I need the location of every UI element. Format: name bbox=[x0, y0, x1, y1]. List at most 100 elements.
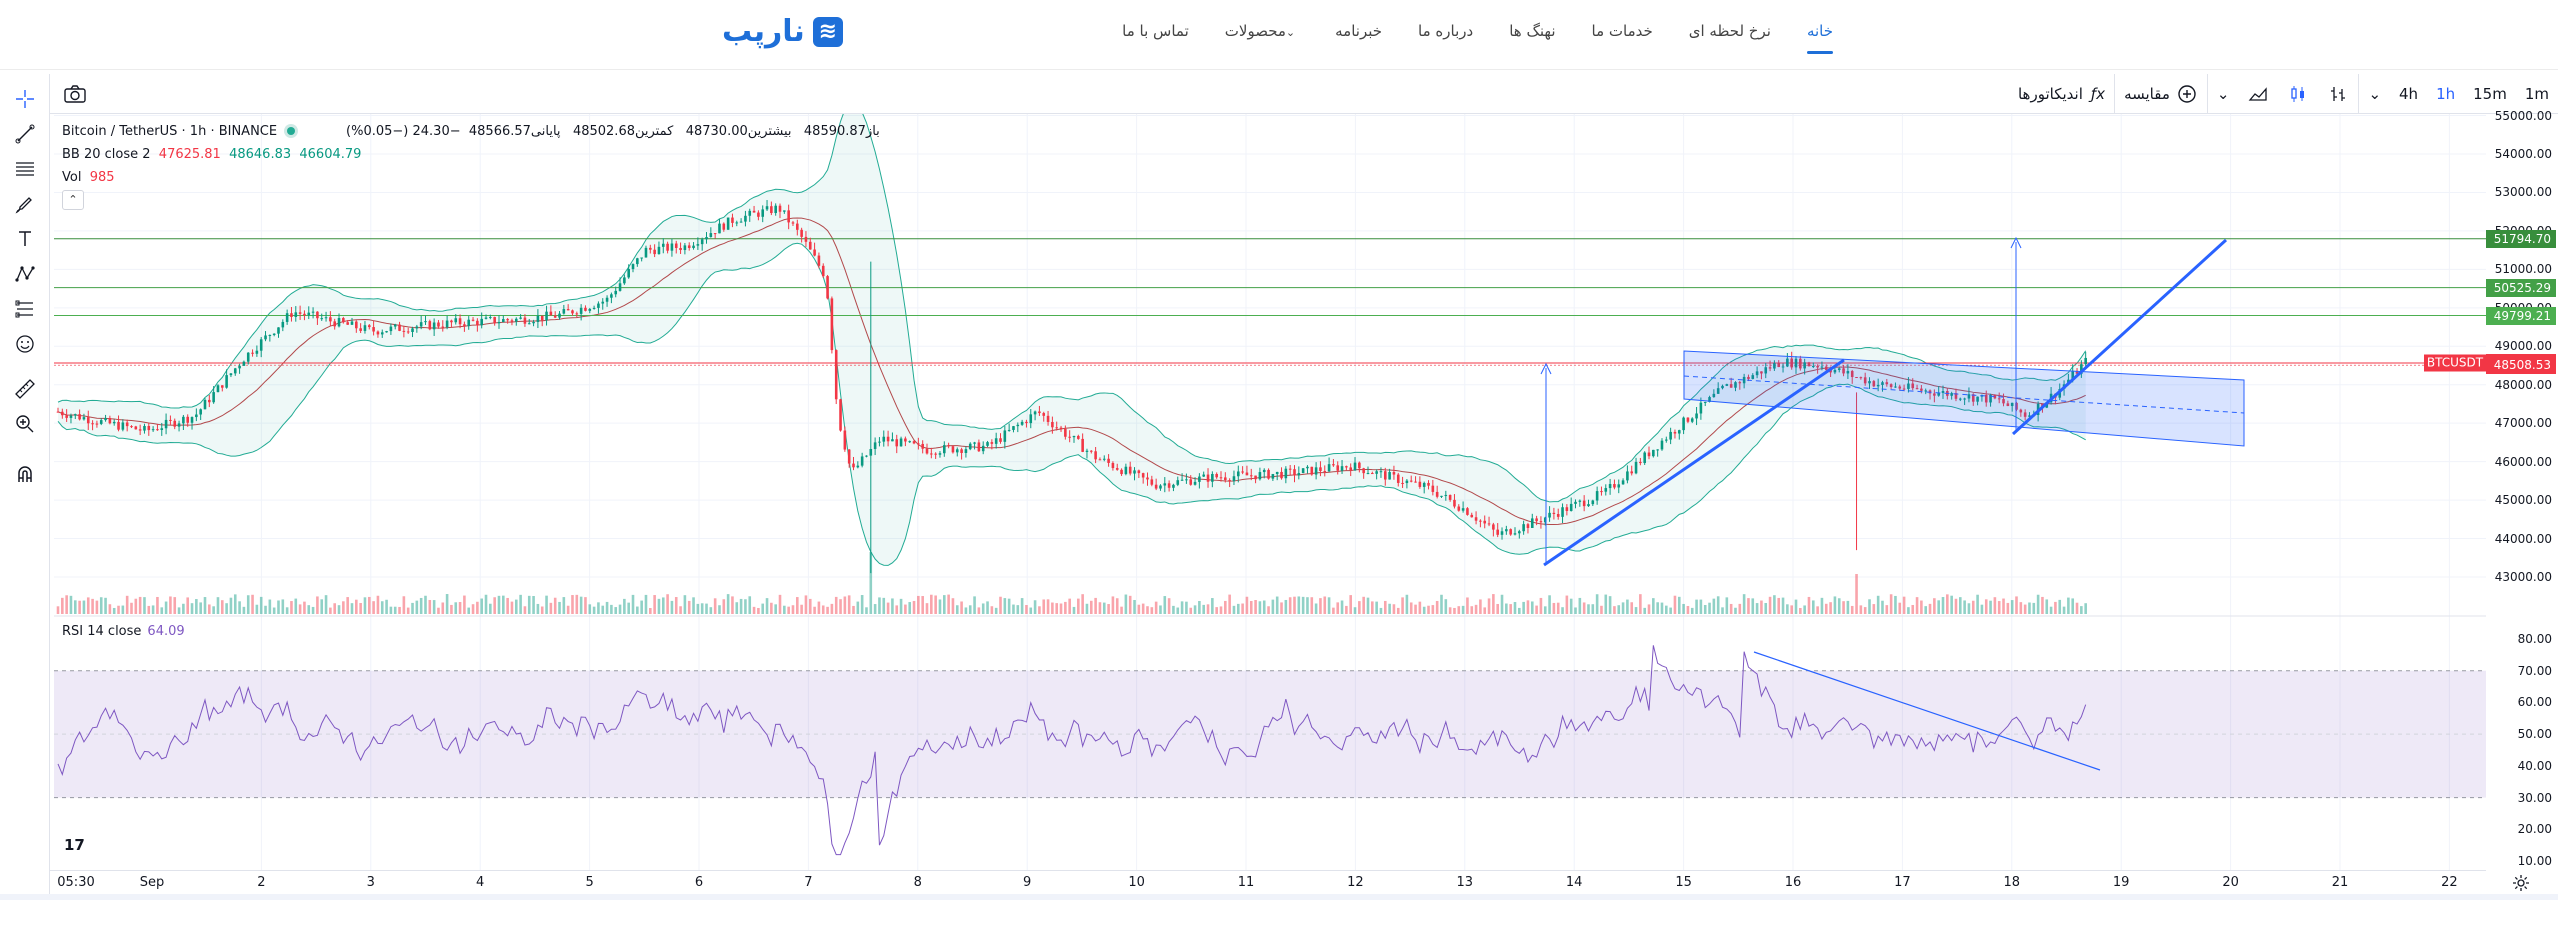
candle-body bbox=[2028, 415, 2031, 417]
candle-body bbox=[1816, 365, 1819, 368]
volume-bar bbox=[1470, 606, 1474, 614]
candle-body bbox=[990, 442, 994, 444]
indicators-button[interactable]: اندیکاتورها ƒx bbox=[2009, 74, 2114, 114]
text-icon[interactable] bbox=[10, 224, 40, 254]
timeframe-dropdown[interactable]: ⌄ bbox=[2368, 85, 2382, 103]
settings-icon[interactable] bbox=[2512, 874, 2530, 892]
volume-bar bbox=[757, 607, 760, 614]
candle-body bbox=[385, 331, 388, 333]
timeframe-1h[interactable]: 1h bbox=[2436, 85, 2456, 103]
candle-body bbox=[1470, 514, 1474, 518]
volume-bar bbox=[1742, 594, 1746, 614]
timeframe-1m[interactable]: 1m bbox=[2524, 85, 2549, 103]
area-chart-icon[interactable] bbox=[2238, 74, 2278, 114]
candle-body bbox=[303, 313, 306, 316]
rsi-axis[interactable]: 80.00 70.00 60.00 50.00 40.00 30.00 20.00 10.00 bbox=[2486, 618, 2558, 868]
rsi-tick-label: 60.00 bbox=[2517, 695, 2552, 710]
nav-item-services[interactable]: خدمات ما bbox=[1591, 22, 1653, 40]
volume-bar bbox=[1323, 596, 1327, 614]
volume-bar bbox=[1422, 606, 1426, 614]
candle-body bbox=[791, 222, 795, 224]
volume-bar bbox=[1898, 602, 1902, 614]
nav-item-about[interactable]: درباره ما bbox=[1418, 22, 1474, 40]
candle-body bbox=[316, 311, 319, 319]
candle-body bbox=[1595, 491, 1599, 501]
nav-item-products[interactable]: محصولات⌄ bbox=[1225, 22, 1299, 40]
tradingview-logo[interactable]: 17 bbox=[64, 836, 85, 854]
candle-body bbox=[1885, 382, 1889, 385]
volume-bar bbox=[333, 603, 336, 614]
price-chart-canvas[interactable] bbox=[54, 114, 2486, 870]
volume-bar bbox=[467, 607, 471, 614]
candle-body bbox=[865, 455, 868, 457]
candle-body bbox=[1526, 524, 1530, 528]
brush-icon[interactable] bbox=[10, 189, 40, 219]
volume-bar bbox=[1340, 600, 1344, 614]
volume-bar bbox=[1077, 598, 1080, 614]
bb-label[interactable]: BB 20 close 2 bbox=[62, 147, 151, 162]
ruler-icon[interactable] bbox=[10, 374, 40, 404]
price-tick-label: 45000.00 bbox=[2494, 493, 2552, 508]
bars-icon[interactable] bbox=[2318, 74, 2358, 114]
nav-item-whales[interactable]: نهنگ ها bbox=[1509, 22, 1556, 40]
trend-line-icon[interactable] bbox=[10, 119, 40, 149]
candle-body bbox=[1375, 471, 1378, 474]
volume-bar bbox=[631, 594, 635, 614]
magnet-icon[interactable] bbox=[10, 459, 40, 489]
candle-body bbox=[285, 313, 289, 322]
rsi-label[interactable]: RSI 14 close bbox=[62, 624, 142, 639]
zoom-in-icon[interactable] bbox=[10, 409, 40, 439]
candle-body bbox=[1288, 468, 1292, 470]
time-axis[interactable]: 05:30 Sep 2 3 4 5 6 7 8 9 10 11 12 13 14 15 16 17 18 19 20 21… bbox=[50, 870, 2486, 894]
timeframe-15m[interactable]: 15m bbox=[2473, 85, 2507, 103]
fib-icon[interactable] bbox=[10, 154, 40, 184]
compare-label: مقایسه bbox=[2124, 85, 2170, 103]
nav-item-live-rates[interactable]: نرخ لحظه ای bbox=[1688, 22, 1771, 40]
volume-bar bbox=[657, 598, 661, 614]
candle-body bbox=[1284, 468, 1288, 479]
timeframe-4h[interactable]: 4h bbox=[2399, 85, 2419, 103]
volume-bar bbox=[506, 597, 509, 614]
emoji-icon[interactable] bbox=[10, 329, 40, 359]
collapse-legend-button[interactable]: ⌃ bbox=[62, 190, 84, 210]
candle-body bbox=[471, 319, 475, 321]
candle-body bbox=[796, 223, 799, 230]
nav-item-newsletter[interactable]: خبرنامه bbox=[1335, 22, 1383, 40]
candle-body bbox=[415, 326, 419, 329]
candle-body bbox=[739, 221, 743, 223]
rsi-tick-label: 80.00 bbox=[2517, 632, 2552, 646]
volume-bar bbox=[298, 604, 302, 614]
candle-body bbox=[1794, 358, 1798, 368]
pattern-icon[interactable] bbox=[10, 259, 40, 289]
price-tick-label: 54000.00 bbox=[2494, 147, 2552, 161]
candles-icon[interactable] bbox=[2278, 74, 2318, 114]
candle-body bbox=[1314, 467, 1318, 475]
prediction-icon[interactable] bbox=[10, 294, 40, 324]
vol-label[interactable]: Vol bbox=[62, 170, 82, 185]
price-axis[interactable]: 55000.0054000.0053000.0052000.0051000.00… bbox=[2486, 109, 2558, 616]
crosshair-icon[interactable] bbox=[10, 84, 40, 114]
candle-body bbox=[670, 243, 674, 251]
candle-body bbox=[1025, 421, 1028, 424]
candle-body bbox=[268, 334, 272, 336]
nav-item-contact[interactable]: تماس با ما bbox=[1122, 22, 1189, 40]
compare-button[interactable]: مقایسه bbox=[2115, 74, 2207, 114]
chart-type-dropdown[interactable]: ⌄ bbox=[2216, 85, 2230, 103]
camera-icon[interactable] bbox=[62, 82, 88, 106]
nav-item-home[interactable]: خانه bbox=[1806, 22, 1834, 54]
candle-body bbox=[1513, 533, 1517, 535]
candle-body bbox=[1198, 476, 1201, 482]
volume-bar bbox=[121, 605, 125, 614]
volume-bar bbox=[649, 607, 652, 614]
candle-body bbox=[1414, 481, 1417, 483]
site-logo[interactable]: ≋ نارپب bbox=[722, 14, 843, 49]
volume-bar bbox=[1098, 602, 1102, 614]
candle-body bbox=[1479, 520, 1482, 522]
candle-body bbox=[1267, 469, 1270, 479]
volume-bar bbox=[108, 604, 112, 614]
symbol-title[interactable]: Bitcoin / TetherUS · 1h · BINANCE bbox=[62, 124, 278, 139]
bb-basis-value: 47625.81 bbox=[158, 147, 221, 162]
volume-bar bbox=[519, 594, 522, 614]
volume-bar bbox=[61, 597, 64, 614]
volume-bar bbox=[2058, 599, 2062, 614]
